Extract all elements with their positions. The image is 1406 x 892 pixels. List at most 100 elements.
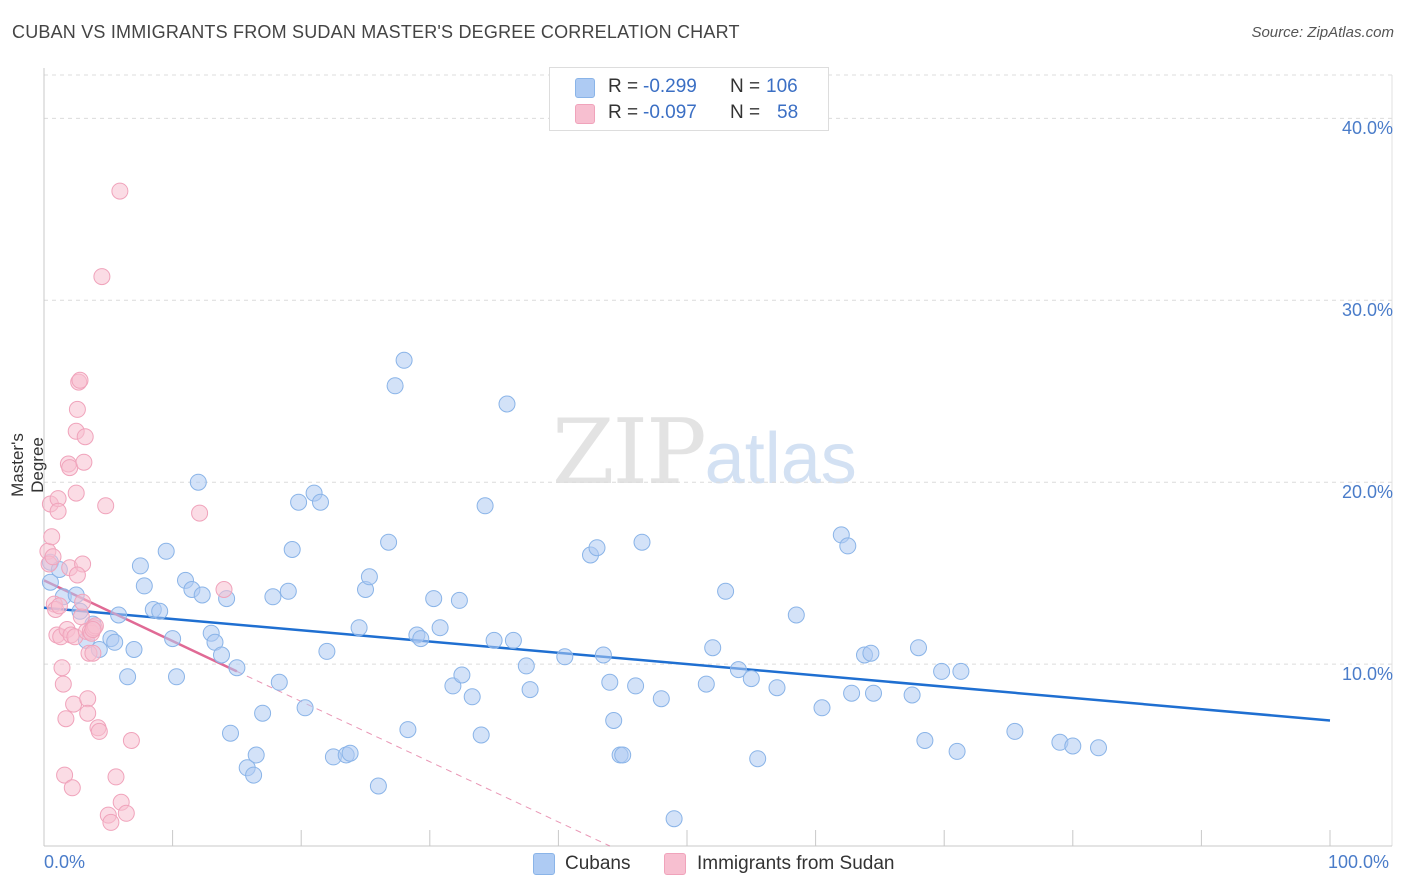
- data-points: [39, 182, 1107, 831]
- cubans-point: [369, 777, 387, 795]
- cubans-point: [627, 677, 645, 695]
- cubans-point: [952, 662, 970, 680]
- gridlines: [44, 74, 1392, 665]
- sudan-point: [215, 581, 233, 598]
- cubans-point: [787, 606, 805, 624]
- cubans-point: [341, 744, 359, 762]
- y-tick-label: 40.0%: [1341, 118, 1393, 139]
- sudan-trend-extension: [236, 670, 611, 847]
- cubans-point: [614, 746, 632, 764]
- watermark-zip: ZIP: [552, 400, 707, 505]
- cubans-point: [717, 582, 735, 600]
- sudan-point: [72, 608, 90, 626]
- legend-n-value: 58: [777, 102, 799, 123]
- cubans-point: [412, 630, 430, 648]
- cubans-point: [360, 568, 378, 586]
- cubans-point: [933, 662, 951, 680]
- x-tick-label-min: 0.0%: [44, 852, 86, 872]
- correlation-legend: R = -0.299 N = 106 R = -0.097 N = 58: [549, 67, 829, 131]
- sudan-point: [49, 502, 67, 520]
- y-tick-label: 10.0%: [1341, 664, 1393, 685]
- sudan-point: [76, 428, 94, 446]
- cubans-point: [245, 766, 263, 784]
- cubans-point: [125, 641, 143, 658]
- sudan-point: [97, 497, 115, 515]
- legend-swatch-sudan: [575, 104, 595, 124]
- cubans-point: [903, 686, 921, 704]
- cubans-point: [157, 542, 175, 560]
- cubans-point: [283, 541, 301, 558]
- cubans-point: [350, 619, 368, 637]
- cubans-point: [296, 699, 314, 717]
- sudan-point: [53, 659, 71, 677]
- sudan-point: [71, 371, 89, 389]
- cubans-point: [41, 573, 59, 591]
- chart-source: Source: ZipAtlas.com: [1251, 24, 1394, 41]
- sudan-point: [79, 690, 97, 708]
- cubans-point: [453, 666, 471, 684]
- sudan-point: [57, 710, 75, 728]
- cubans-point: [279, 582, 297, 600]
- cubans-point: [213, 646, 230, 664]
- y-tick-label: 20.0%: [1341, 482, 1393, 503]
- sudan-point: [117, 804, 135, 822]
- axes: [43, 68, 1393, 847]
- sudan-point: [191, 504, 209, 522]
- cubans-point: [189, 473, 207, 491]
- sudan-point: [50, 597, 68, 615]
- sudan-point: [56, 766, 74, 784]
- cubans-point: [290, 493, 308, 511]
- legend-r-value: -0.097: [643, 102, 697, 123]
- cubans-point: [110, 606, 128, 624]
- cubans-trend-line: [43, 606, 1331, 722]
- cubans-point: [264, 588, 282, 606]
- cubans-point: [444, 677, 462, 695]
- sudan-point: [68, 400, 86, 418]
- legend-n-label: N =: [730, 102, 761, 123]
- cubans-point: [521, 681, 539, 699]
- series-legend-label-sudan: Immigrants from Sudan: [697, 853, 895, 874]
- sudan-point: [63, 779, 81, 797]
- sudan-point: [122, 732, 140, 749]
- cubans-point: [948, 742, 966, 760]
- cubans-point: [450, 591, 468, 609]
- cubans-point: [472, 726, 490, 744]
- cubans-point: [839, 537, 857, 555]
- x-tick-label-max: 100.0%: [1328, 852, 1390, 872]
- zipatlas-watermark: ZIPatlas: [552, 400, 857, 505]
- cubans-point: [476, 497, 494, 515]
- cubans-point: [652, 690, 670, 708]
- cubans-point: [601, 673, 619, 691]
- sudan-point: [54, 675, 72, 693]
- cubans-point: [247, 746, 265, 764]
- cubans-point: [556, 648, 574, 666]
- sudan-point: [65, 695, 83, 713]
- sudan-point: [90, 722, 108, 740]
- sudan-point: [68, 566, 86, 584]
- cubans-point: [742, 670, 760, 688]
- sudan-point: [102, 813, 120, 831]
- cubans-point: [395, 351, 413, 369]
- sudan-point: [111, 182, 129, 200]
- cubans-point: [106, 633, 124, 651]
- cubans-point: [665, 810, 683, 828]
- legend-r-label: R =: [608, 102, 639, 123]
- cubans-point: [910, 639, 927, 657]
- cubans-point: [485, 631, 503, 649]
- cubans-point: [916, 732, 934, 749]
- cubans-point: [704, 639, 722, 657]
- cubans-point: [270, 673, 288, 691]
- cubans-point: [463, 688, 481, 706]
- cubans-point: [517, 657, 535, 675]
- sudan-point: [79, 704, 97, 722]
- sudan-point: [93, 268, 111, 286]
- legend-r-value: -0.299: [643, 76, 697, 97]
- cubans-point: [168, 668, 185, 686]
- cubans-point: [697, 675, 715, 693]
- cubans-point: [425, 590, 443, 608]
- y-axis-title: Master's Degree: [8, 433, 47, 497]
- sudan-point: [67, 484, 85, 502]
- cubans-point: [865, 684, 882, 702]
- sudan-point: [74, 593, 92, 611]
- cubans-point: [318, 642, 336, 660]
